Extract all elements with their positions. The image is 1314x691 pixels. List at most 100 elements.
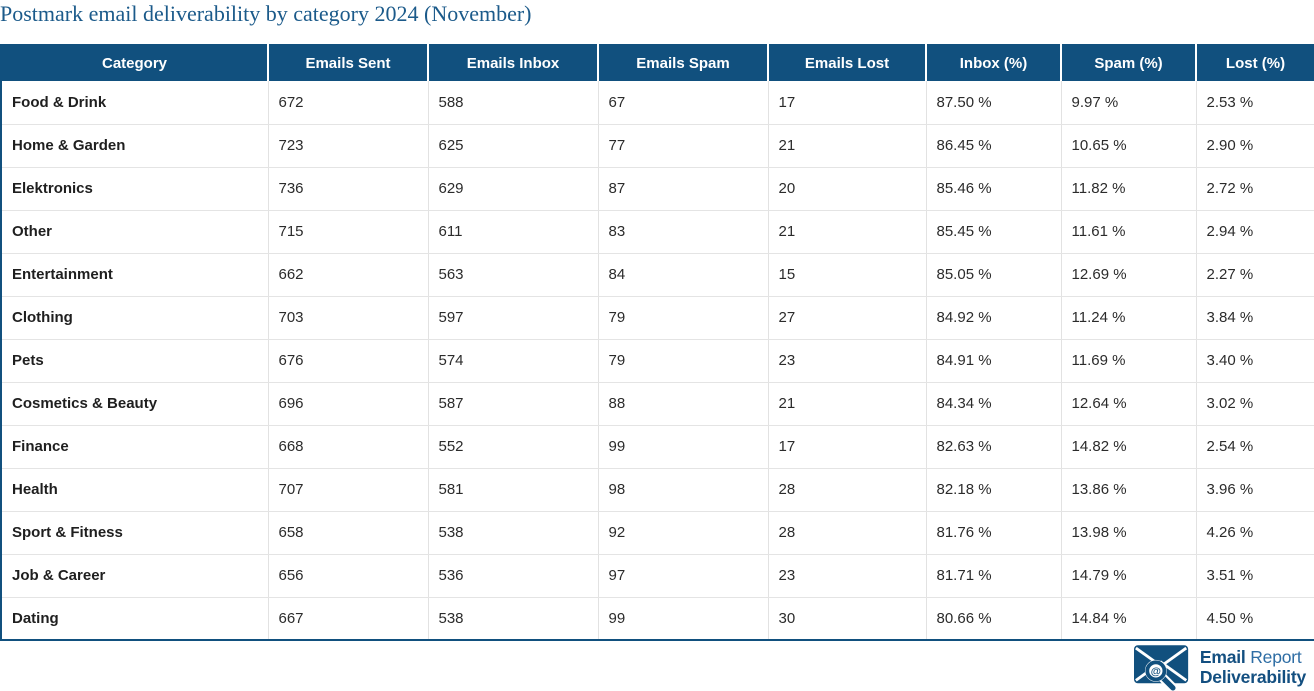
value-cell: 99 [598, 597, 769, 640]
value-cell: 2.72 % [1196, 167, 1314, 211]
value-cell: 3.96 % [1196, 468, 1314, 512]
column-header-emails-lost: Emails Lost [768, 45, 927, 81]
value-cell: 92 [598, 511, 769, 555]
value-cell: 98 [598, 468, 769, 512]
value-cell: 668 [268, 425, 429, 469]
value-cell: 3.02 % [1196, 382, 1314, 426]
value-cell: 625 [428, 124, 599, 168]
value-cell: 10.65 % [1061, 124, 1197, 168]
value-cell: 4.26 % [1196, 511, 1314, 555]
logo-line2: Deliverability [1199, 667, 1306, 687]
header-row: Category Emails Sent Emails Inbox Emails… [1, 45, 1314, 81]
table-row: Job & Career 656 536 97 23 81.71 % 14.79 % 3.51… [1, 554, 1314, 598]
value-cell: 11.69 % [1061, 339, 1197, 383]
value-cell: 88 [598, 382, 769, 426]
value-cell: 79 [598, 296, 769, 340]
table-body: Food & Drink 672 588 67 17 87.50 % 9.97 % 2.53 … [1, 81, 1314, 640]
value-cell: 84.92 % [926, 296, 1062, 340]
value-cell: 536 [428, 554, 599, 598]
category-cell: Entertainment [1, 253, 269, 297]
value-cell: 587 [428, 382, 599, 426]
value-cell: 83 [598, 210, 769, 254]
value-cell: 3.40 % [1196, 339, 1314, 383]
at-symbol: @ [1151, 667, 1161, 678]
value-cell: 86.45 % [926, 124, 1062, 168]
value-cell: 574 [428, 339, 599, 383]
value-cell: 97 [598, 554, 769, 598]
value-cell: 21 [768, 210, 927, 254]
column-header-inbox-pct: Inbox (%) [926, 45, 1062, 81]
value-cell: 85.46 % [926, 167, 1062, 211]
value-cell: 2.54 % [1196, 425, 1314, 469]
value-cell: 67 [598, 81, 769, 125]
column-header-emails-spam: Emails Spam [598, 45, 769, 81]
value-cell: 2.53 % [1196, 81, 1314, 125]
table-row: Home & Garden 723 625 77 21 86.45 % 10.65 % 2.9… [1, 124, 1314, 168]
value-cell: 79 [598, 339, 769, 383]
value-cell: 21 [768, 124, 927, 168]
value-cell: 15 [768, 253, 927, 297]
value-cell: 563 [428, 253, 599, 297]
value-cell: 85.45 % [926, 210, 1062, 254]
value-cell: 28 [768, 468, 927, 512]
logo-word-email: Email [1199, 647, 1246, 667]
table-row: Other 715 611 83 21 85.45 % 11.61 % 2.94 % [1, 210, 1314, 254]
value-cell: 99 [598, 425, 769, 469]
category-cell: Job & Career [1, 554, 269, 598]
category-cell: Dating [1, 597, 269, 640]
value-cell: 538 [428, 597, 599, 640]
value-cell: 14.84 % [1061, 597, 1197, 640]
value-cell: 696 [268, 382, 429, 426]
value-cell: 2.90 % [1196, 124, 1314, 168]
logo-line1: Email Report [1200, 647, 1306, 667]
value-cell: 9.97 % [1061, 81, 1197, 125]
column-header-category: Category [1, 45, 269, 81]
value-cell: 80.66 % [926, 597, 1062, 640]
value-cell: 588 [428, 81, 599, 125]
category-cell: Food & Drink [1, 81, 269, 125]
value-cell: 715 [268, 210, 429, 254]
value-cell: 552 [428, 425, 599, 469]
value-cell: 27 [768, 296, 927, 340]
page-title: Postmark email deliverability by categor… [0, 1, 532, 26]
value-cell: 20 [768, 167, 927, 211]
table-row: Elektronics 736 629 87 20 85.46 % 11.82 % 2.72 … [1, 167, 1314, 211]
category-cell: Sport & Fitness [1, 511, 269, 555]
table-row: Sport & Fitness 658 538 92 28 81.76 % 13.98 % 4… [1, 511, 1314, 555]
value-cell: 13.98 % [1061, 511, 1197, 555]
value-cell: 84.91 % [926, 339, 1062, 383]
category-cell: Elektronics [1, 167, 269, 211]
value-cell: 2.94 % [1196, 210, 1314, 254]
value-cell: 87.50 % [926, 81, 1062, 125]
table-row: Health 707 581 98 28 82.18 % 13.86 % 3.96 % [1, 468, 1314, 512]
category-cell: Health [1, 468, 269, 512]
value-cell: 82.63 % [926, 425, 1062, 469]
value-cell: 3.84 % [1196, 296, 1314, 340]
value-cell: 672 [268, 81, 429, 125]
value-cell: 85.05 % [926, 253, 1062, 297]
value-cell: 3.51 % [1196, 554, 1314, 598]
value-cell: 14.82 % [1061, 425, 1197, 469]
table-row: Clothing 703 597 79 27 84.92 % 11.24 % 3.84 % [1, 296, 1314, 340]
category-cell: Finance [1, 425, 269, 469]
value-cell: 676 [268, 339, 429, 383]
value-cell: 84.34 % [926, 382, 1062, 426]
value-cell: 81.71 % [926, 554, 1062, 598]
column-header-emails-sent: Emails Sent [268, 45, 429, 81]
value-cell: 84 [598, 253, 769, 297]
table-row: Entertainment 662 563 84 15 85.05 % 12.69 % 2.2… [1, 253, 1314, 297]
value-cell: 581 [428, 468, 599, 512]
value-cell: 2.27 % [1196, 253, 1314, 297]
value-cell: 11.82 % [1061, 167, 1197, 211]
value-cell: 13.86 % [1061, 468, 1197, 512]
column-header-spam-pct: Spam (%) [1061, 45, 1197, 81]
value-cell: 12.69 % [1061, 253, 1197, 297]
value-cell: 662 [268, 253, 429, 297]
category-cell: Other [1, 210, 269, 254]
category-cell: Pets [1, 339, 269, 383]
logo-text: Email Report Deliverability [1200, 645, 1306, 687]
table-row: Finance 668 552 99 17 82.63 % 14.82 % 2.54 % [1, 425, 1314, 469]
value-cell: 629 [428, 167, 599, 211]
value-cell: 23 [768, 554, 927, 598]
